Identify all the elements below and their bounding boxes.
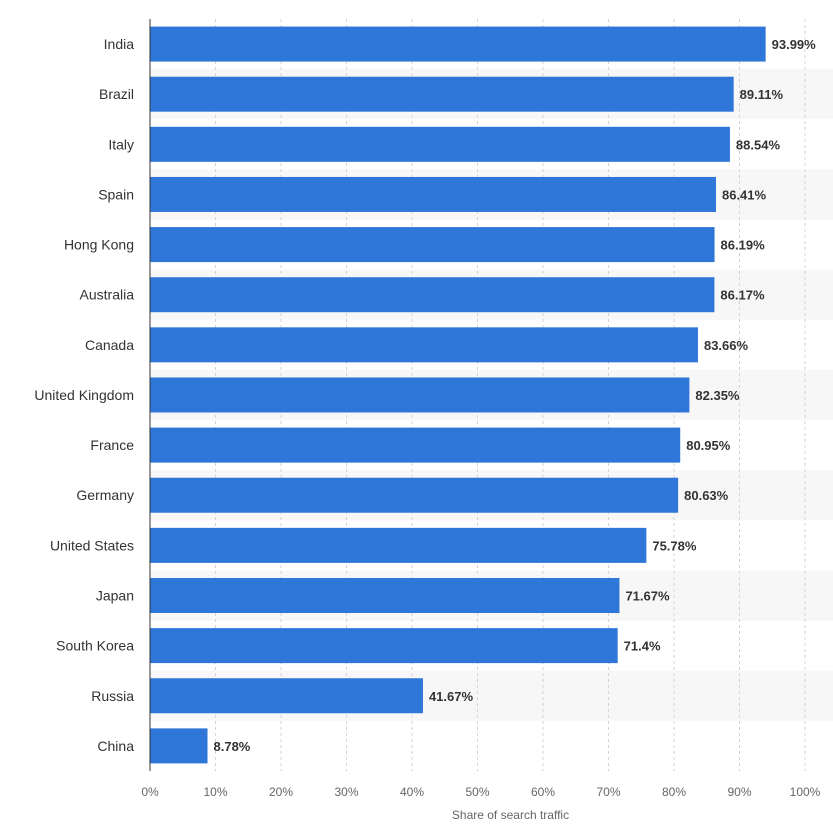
bars — [150, 26, 766, 764]
bar[interactable] — [150, 277, 715, 313]
category-label: Russia — [91, 688, 134, 704]
bar[interactable] — [150, 377, 690, 413]
category-label: Spain — [98, 186, 134, 202]
value-label: 82.35% — [695, 388, 740, 403]
value-label: 41.67% — [429, 689, 474, 704]
x-tick-label: 30% — [334, 785, 358, 799]
x-tick-label: 20% — [269, 785, 293, 799]
value-label: 83.66% — [704, 338, 749, 353]
category-label: Canada — [85, 337, 134, 353]
category-label: Brazil — [99, 86, 134, 102]
category-label: Australia — [80, 287, 135, 303]
x-axis-title: Share of search traffic — [452, 808, 569, 822]
category-label: United Kingdom — [34, 387, 134, 403]
x-tick-label: 70% — [596, 785, 620, 799]
bar[interactable] — [150, 527, 647, 563]
x-tick-label: 60% — [531, 785, 555, 799]
category-label: South Korea — [56, 638, 134, 654]
category-labels: India Brazil Italy Spain Hong Kong Australia C… — [34, 36, 134, 754]
value-labels: 93.99% 89.11% 88.54% 86.41% 86.19% 86.17% 83.6… — [214, 37, 817, 754]
category-label: Germany — [76, 487, 134, 503]
value-label: 88.54% — [736, 137, 781, 152]
value-label: 86.41% — [722, 187, 767, 202]
category-label: United States — [50, 537, 134, 553]
value-label: 80.63% — [684, 488, 729, 503]
x-tick-label: 90% — [727, 785, 751, 799]
bar[interactable] — [150, 227, 715, 263]
category-label: Italy — [108, 136, 134, 152]
category-label: India — [104, 36, 135, 52]
value-label: 89.11% — [740, 87, 784, 102]
x-tick-labels: 0% 10% 20% 30% 40% 50% 60% 70% 80% 90% 100% — [141, 785, 820, 799]
bar[interactable] — [150, 577, 620, 613]
value-label: 71.67% — [625, 588, 670, 603]
bar[interactable] — [150, 26, 766, 62]
x-tick-label: 50% — [465, 785, 489, 799]
value-label: 93.99% — [772, 37, 817, 52]
bar[interactable] — [150, 427, 681, 463]
bar[interactable] — [150, 76, 734, 112]
value-label: 71.4% — [624, 639, 661, 654]
category-label: China — [97, 738, 134, 754]
bar[interactable] — [150, 477, 679, 513]
x-tick-label: 0% — [141, 785, 159, 799]
bar[interactable] — [150, 728, 208, 764]
bar[interactable] — [150, 126, 730, 162]
category-label: Japan — [96, 587, 134, 603]
value-label: 86.19% — [721, 238, 766, 253]
bar[interactable] — [150, 678, 423, 714]
bar[interactable] — [150, 327, 698, 363]
bar[interactable] — [150, 628, 618, 664]
bar[interactable] — [150, 176, 716, 212]
value-label: 8.78% — [214, 739, 251, 754]
value-label: 80.95% — [686, 438, 731, 453]
value-label: 86.17% — [720, 288, 765, 303]
x-tick-label: 10% — [203, 785, 227, 799]
category-label: France — [90, 437, 134, 453]
value-label: 75.78% — [652, 538, 697, 553]
x-tick-label: 80% — [662, 785, 686, 799]
x-tick-label: 40% — [400, 785, 424, 799]
category-label: Hong Kong — [64, 237, 134, 253]
x-tick-label: 100% — [790, 785, 821, 799]
